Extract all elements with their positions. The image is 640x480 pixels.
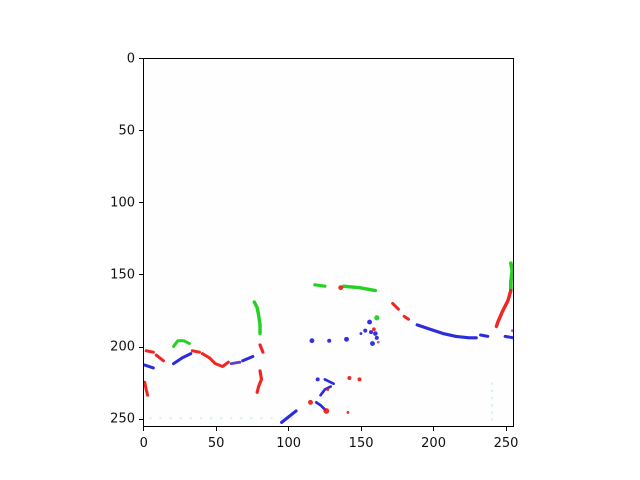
- compression-noise-dot: [189, 416, 193, 420]
- y-tick-label: 0: [126, 51, 135, 67]
- compression-noise-dot: [260, 416, 263, 420]
- green-edge-stroke: [508, 261, 513, 291]
- compression-noise-dot: [490, 411, 494, 414]
- compression-noise-dot: [270, 416, 273, 420]
- red-edge-stroke: [154, 353, 165, 363]
- blue-edge-stroke: [172, 352, 193, 366]
- red-edge-dot: [357, 377, 362, 382]
- compression-noise-dot: [209, 416, 213, 420]
- y-axis-tick: [139, 202, 143, 204]
- x-tick-label: 200: [421, 436, 446, 451]
- red-edge-stroke: [144, 349, 155, 354]
- red-edge-dot: [372, 327, 376, 332]
- blue-edge-stroke: [280, 409, 298, 424]
- compression-noise-dot: [179, 416, 183, 420]
- x-axis-tick: [288, 427, 290, 431]
- y-tick-label: 250: [110, 411, 135, 427]
- blue-edge-dot: [344, 336, 349, 342]
- green-edge-stroke: [252, 300, 262, 336]
- red-edge-dot: [338, 285, 344, 291]
- blue-edge-stroke: [314, 400, 327, 411]
- red-edge-stroke: [190, 349, 202, 354]
- green-edge-stroke: [313, 283, 327, 288]
- blue-edge-stroke: [319, 385, 333, 397]
- y-tick-label: 150: [110, 267, 135, 283]
- y-axis-tick: [139, 418, 143, 420]
- x-tick-label: 50: [207, 436, 225, 451]
- blue-edge-stroke: [415, 323, 478, 340]
- compression-noise-dot: [250, 416, 253, 420]
- image-plot: [144, 261, 513, 424]
- compression-noise-dot: [239, 416, 243, 420]
- blue-edge-dot: [367, 319, 373, 325]
- plot-area: [143, 58, 514, 427]
- compression-noise-dot: [490, 403, 494, 407]
- red-edge-dot: [323, 408, 330, 414]
- green-edge-dot: [374, 315, 380, 321]
- blue-edge-dot: [327, 338, 332, 343]
- compression-noise-dot: [169, 416, 172, 420]
- red-edge-dot: [347, 375, 352, 380]
- blue-edge-stroke: [479, 333, 490, 338]
- x-tick-label: 150: [348, 436, 374, 451]
- y-tick-label: 50: [118, 123, 135, 139]
- compression-noise-dot: [149, 416, 152, 420]
- x-axis-tick: [360, 427, 362, 431]
- compression-noise-dot: [490, 382, 494, 385]
- red-edge-stroke: [391, 301, 400, 311]
- x-axis-tick: [505, 427, 507, 431]
- compression-noise-dot: [219, 416, 223, 420]
- magenta-edge-dot: [376, 340, 380, 344]
- y-axis-tick: [139, 346, 143, 348]
- blue-edge-dot: [369, 330, 374, 335]
- magenta-edge-dot: [510, 329, 513, 333]
- blue-edge-stroke: [323, 378, 335, 386]
- blue-edge-dot: [370, 341, 375, 347]
- red-edge-dot: [326, 388, 330, 391]
- red-edge-stroke: [144, 380, 150, 397]
- green-edge-stroke: [172, 339, 191, 348]
- red-edge-stroke: [494, 288, 513, 329]
- red-edge-stroke: [200, 352, 230, 369]
- blue-edge-dot: [363, 328, 368, 333]
- red-edge-stroke: [255, 369, 264, 394]
- red-edge-stroke: [258, 343, 265, 354]
- compression-noise-dot: [490, 418, 494, 421]
- blue-edge-stroke: [144, 363, 155, 370]
- x-tick-label: 250: [493, 436, 519, 451]
- red-edge-dot: [308, 399, 313, 405]
- x-axis-tick: [143, 427, 145, 431]
- blue-edge-dot: [309, 338, 315, 344]
- x-axis-tick: [215, 427, 217, 431]
- compression-noise-dot: [159, 416, 162, 420]
- purple-edge-stroke: [229, 360, 242, 366]
- blue-edge-stroke: [503, 334, 513, 340]
- y-axis-tick: [139, 130, 143, 132]
- blue-edge-dot: [373, 331, 378, 336]
- compression-noise-dot: [290, 416, 294, 420]
- red-edge-dot: [346, 410, 350, 414]
- x-tick-label: 100: [276, 436, 302, 451]
- blue-edge-dot: [315, 377, 320, 382]
- blue-edge-stroke: [241, 354, 255, 363]
- red-edge-stroke: [402, 314, 411, 321]
- compression-noise-dot: [229, 416, 233, 420]
- compression-noise-dot: [490, 396, 494, 400]
- compression-noise-dot: [199, 416, 203, 420]
- compression-noise-dot: [280, 416, 283, 420]
- y-axis-tick: [139, 274, 143, 276]
- y-tick-label: 100: [110, 195, 135, 211]
- blue-edge-dot: [359, 332, 363, 335]
- x-tick-label: 0: [139, 436, 148, 451]
- green-edge-stroke: [341, 284, 378, 293]
- x-axis-tick: [433, 427, 435, 431]
- blue-edge-dot: [374, 335, 379, 340]
- compression-noise-dot: [490, 389, 494, 393]
- y-axis-tick: [139, 58, 143, 60]
- y-tick-label: 200: [110, 339, 135, 355]
